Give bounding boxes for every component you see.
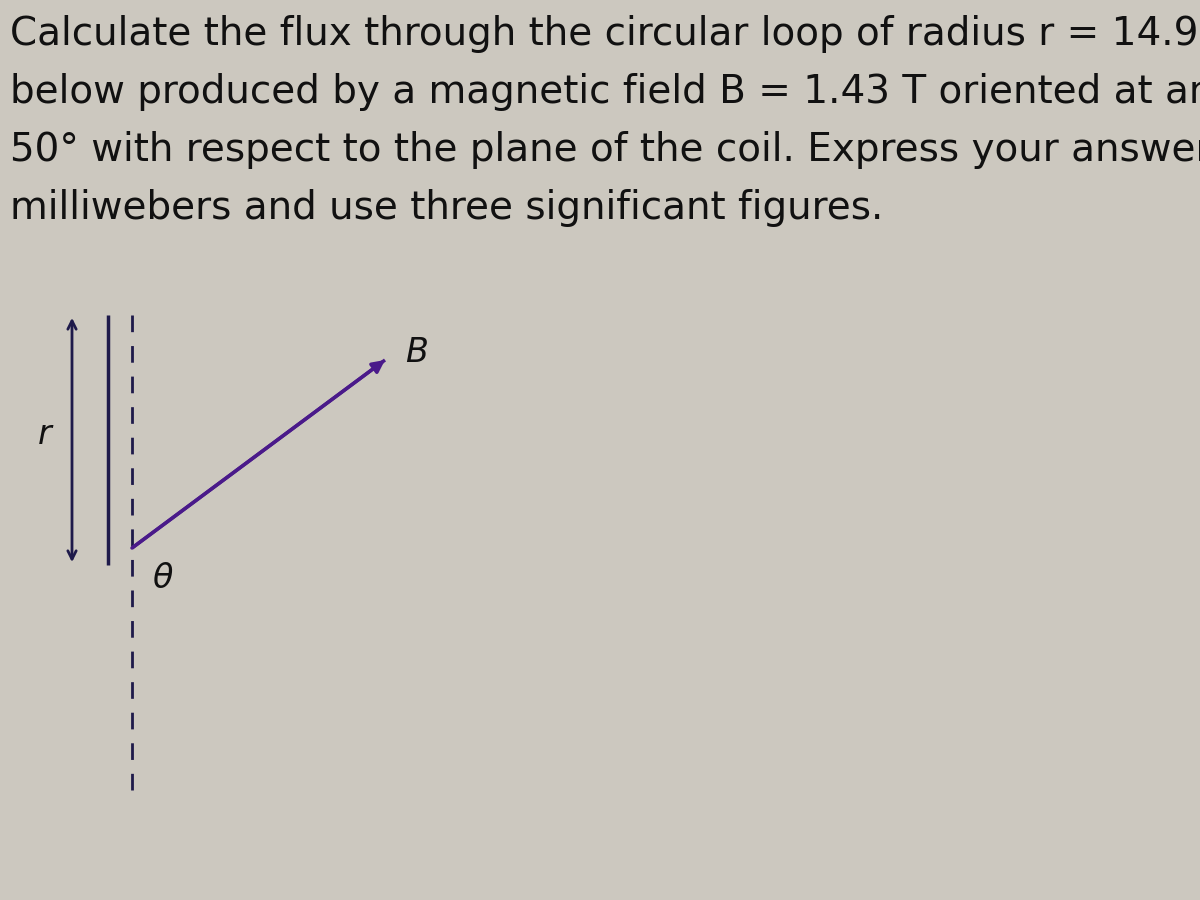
Text: B: B — [406, 336, 428, 368]
Text: 50° with respect to the plane of the coil. Express your answer in: 50° with respect to the plane of the coi… — [10, 131, 1200, 169]
Text: θ: θ — [152, 562, 173, 595]
Text: milliwebers and use three significant figures.: milliwebers and use three significant fi… — [10, 189, 883, 227]
Text: Calculate the flux through the circular loop of radius r = 14.9 cm shown: Calculate the flux through the circular … — [10, 15, 1200, 53]
Text: r: r — [38, 418, 52, 452]
Text: below produced by a magnetic field B = 1.43 T oriented at an angle of θ =: below produced by a magnetic field B = 1… — [10, 73, 1200, 111]
